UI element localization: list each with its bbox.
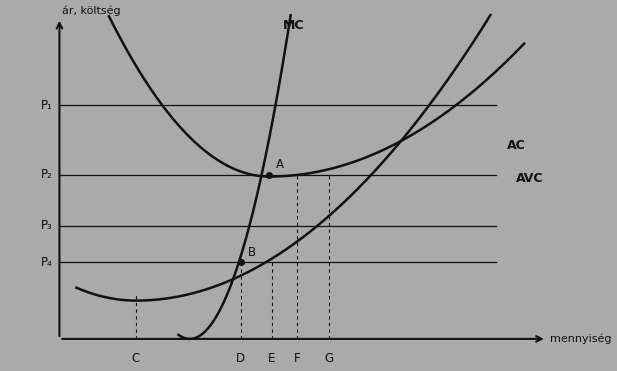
Text: G: G [324, 352, 333, 365]
Text: P₂: P₂ [41, 168, 52, 181]
Text: ár, költség: ár, költség [62, 6, 121, 16]
Text: B: B [247, 246, 255, 259]
Text: P₁: P₁ [41, 99, 52, 112]
Text: P₃: P₃ [41, 219, 52, 232]
Text: MC: MC [283, 19, 305, 33]
Text: D: D [236, 352, 246, 365]
Text: A: A [276, 158, 284, 171]
Text: AVC: AVC [516, 172, 543, 185]
Text: mennyiség: mennyiség [550, 334, 611, 344]
Text: C: C [132, 352, 140, 365]
Text: AC: AC [507, 139, 526, 152]
Text: P₄: P₄ [41, 256, 52, 269]
Text: F: F [294, 352, 300, 365]
Text: E: E [268, 352, 276, 365]
